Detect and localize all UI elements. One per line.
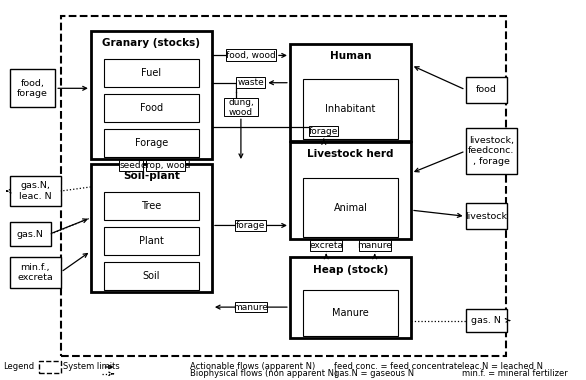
Bar [9, 70, 55, 107]
Text: Animal: Animal [333, 203, 367, 212]
Bar [9, 176, 61, 206]
Text: forage: forage [309, 127, 339, 136]
Text: System limits: System limits [63, 363, 120, 372]
Bar [237, 77, 265, 89]
Bar [39, 361, 61, 373]
Text: feed conc. = feed concentrate: feed conc. = feed concentrate [335, 363, 463, 372]
Text: food,
forage: food, forage [17, 79, 48, 98]
Text: Legend: Legend [3, 363, 34, 372]
Text: gas.N,
leac. N: gas.N, leac. N [19, 181, 52, 201]
Bar [91, 164, 212, 292]
Text: waste: waste [237, 78, 264, 87]
Text: Biophysical flows (non apparent N): Biophysical flows (non apparent N) [190, 369, 337, 378]
Text: Soil: Soil [142, 271, 160, 281]
Bar [359, 240, 391, 251]
Text: min.f. = mineral fertilizer: min.f. = mineral fertilizer [462, 369, 568, 378]
Bar [303, 79, 398, 139]
Text: livestock: livestock [465, 212, 507, 221]
Text: Soil-plant: Soil-plant [123, 171, 180, 181]
Bar [9, 222, 51, 246]
Bar [465, 77, 507, 103]
Bar [290, 44, 411, 141]
Text: forage: forage [236, 221, 265, 230]
Text: seed: seed [120, 161, 142, 170]
Bar [465, 203, 507, 229]
Bar [91, 31, 212, 159]
Text: Plant: Plant [139, 236, 164, 246]
Bar [224, 98, 258, 116]
Bar [290, 258, 411, 337]
Bar [9, 257, 61, 288]
Text: excreta: excreta [309, 241, 343, 250]
Text: Actionable flows (apparent N): Actionable flows (apparent N) [190, 363, 315, 372]
Bar [303, 290, 398, 336]
Bar [303, 177, 398, 238]
Text: Heap (stock): Heap (stock) [313, 265, 388, 275]
Bar [146, 160, 185, 171]
Text: Tree: Tree [141, 201, 162, 211]
Text: dung,
wood: dung, wood [228, 98, 254, 117]
Bar [118, 160, 143, 171]
Text: gas.N: gas.N [17, 230, 43, 239]
Bar [236, 220, 267, 231]
Text: food, wood: food, wood [226, 51, 276, 60]
Text: crop, wood: crop, wood [141, 161, 190, 170]
Bar [104, 94, 199, 122]
Text: min.f.,
excreta: min.f., excreta [18, 263, 53, 282]
Bar [465, 128, 517, 174]
Bar [310, 240, 342, 251]
Text: Livestock herd: Livestock herd [307, 149, 394, 160]
Text: Granary (stocks): Granary (stocks) [103, 38, 200, 49]
Bar [226, 49, 276, 62]
Text: gas.N = gaseous N: gas.N = gaseous N [335, 369, 414, 378]
Text: manure: manure [357, 241, 392, 250]
Text: Inhabitant: Inhabitant [325, 105, 376, 114]
Text: leac.N = leached N: leac.N = leached N [462, 363, 543, 372]
Bar [104, 129, 199, 157]
Text: livestock,
feedconc.
, forage: livestock, feedconc. , forage [468, 136, 515, 166]
Text: Human: Human [330, 51, 371, 61]
Bar [465, 309, 507, 332]
Bar [104, 192, 199, 220]
Bar [104, 59, 199, 87]
Bar [290, 142, 411, 239]
Text: Manure: Manure [332, 308, 369, 318]
Bar [235, 302, 267, 312]
Text: Fuel: Fuel [141, 68, 162, 78]
Bar [104, 262, 199, 290]
Bar [61, 16, 506, 356]
Text: Food: Food [140, 103, 163, 113]
Text: manure: manure [233, 302, 268, 312]
Bar [104, 227, 199, 255]
Bar [309, 127, 338, 136]
Text: Forage: Forage [135, 138, 168, 148]
Text: food: food [476, 86, 496, 94]
Text: gas. N: gas. N [471, 316, 501, 325]
